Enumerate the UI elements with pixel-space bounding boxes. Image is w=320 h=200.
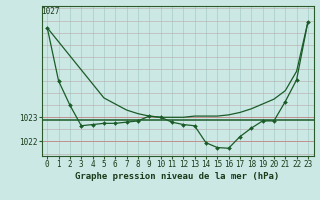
Text: 1027: 1027: [42, 7, 60, 16]
X-axis label: Graphe pression niveau de la mer (hPa): Graphe pression niveau de la mer (hPa): [76, 172, 280, 181]
